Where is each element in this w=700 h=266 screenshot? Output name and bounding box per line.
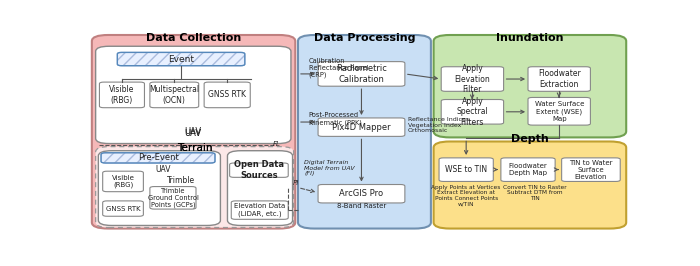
FancyBboxPatch shape <box>228 151 293 226</box>
Text: Trimble: Trimble <box>167 176 195 185</box>
Text: Digital Terrain
Model from UAV
(FI): Digital Terrain Model from UAV (FI) <box>304 160 355 176</box>
Text: Multispectral
(OCN): Multispectral (OCN) <box>149 85 199 105</box>
FancyBboxPatch shape <box>204 82 251 108</box>
Text: ArcGIS Pro: ArcGIS Pro <box>340 189 384 198</box>
FancyBboxPatch shape <box>96 147 294 227</box>
FancyBboxPatch shape <box>99 82 144 108</box>
FancyBboxPatch shape <box>92 35 295 228</box>
Text: UAV: UAV <box>185 127 202 136</box>
Text: Event: Event <box>168 55 194 64</box>
Text: Floodwater
Depth Map: Floodwater Depth Map <box>509 163 547 176</box>
FancyBboxPatch shape <box>298 35 431 228</box>
Text: Calibration
Reflectance Panel
(CRP): Calibration Reflectance Panel (CRP) <box>309 57 368 78</box>
FancyBboxPatch shape <box>103 171 144 192</box>
FancyBboxPatch shape <box>150 82 199 108</box>
Text: Data Collection: Data Collection <box>146 34 241 43</box>
Text: Apply
Spectral
Filters: Apply Spectral Filters <box>456 97 489 127</box>
FancyBboxPatch shape <box>96 46 291 144</box>
Text: Inundation: Inundation <box>496 34 564 43</box>
FancyBboxPatch shape <box>103 201 144 216</box>
FancyBboxPatch shape <box>230 163 288 177</box>
FancyBboxPatch shape <box>501 158 555 181</box>
FancyBboxPatch shape <box>98 151 220 226</box>
Text: Radiometric
Calibration: Radiometric Calibration <box>336 64 387 84</box>
Text: TIN to Water
Surface
Elevation: TIN to Water Surface Elevation <box>569 160 612 180</box>
FancyBboxPatch shape <box>433 35 626 138</box>
Text: PI: PI <box>293 181 299 186</box>
FancyBboxPatch shape <box>150 186 196 209</box>
FancyBboxPatch shape <box>528 67 590 91</box>
FancyBboxPatch shape <box>528 97 590 125</box>
Text: Apply
Elevation
Filter: Apply Elevation Filter <box>454 64 490 94</box>
FancyBboxPatch shape <box>231 201 288 219</box>
FancyBboxPatch shape <box>101 153 215 163</box>
Text: Post-Processed
Kinematic (PPK): Post-Processed Kinematic (PPK) <box>309 112 362 126</box>
Text: Pix4D Mapper: Pix4D Mapper <box>332 123 391 132</box>
Text: Water Surface
Extent (WSE)
Map: Water Surface Extent (WSE) Map <box>535 101 584 122</box>
FancyBboxPatch shape <box>561 158 620 181</box>
FancyBboxPatch shape <box>318 118 405 136</box>
Text: 8-Band Raster: 8-Band Raster <box>337 203 386 209</box>
Text: Floodwater
Extraction: Floodwater Extraction <box>538 69 580 89</box>
Text: Reflectance Indices
Vegetation Index
Orthomosaic: Reflectance Indices Vegetation Index Ort… <box>407 117 469 134</box>
Text: GNSS RTK: GNSS RTK <box>208 90 246 99</box>
FancyBboxPatch shape <box>318 185 405 203</box>
FancyBboxPatch shape <box>439 158 493 181</box>
Text: Data Processing: Data Processing <box>314 34 416 43</box>
Text: Visible
(RBG): Visible (RBG) <box>109 85 134 105</box>
Text: Convert TIN to Raster
Subtract DTM from
TIN: Convert TIN to Raster Subtract DTM from … <box>503 185 567 201</box>
Text: Apply Points at Vertices
Extract Elevation at
Points Connect Points
w/TIN: Apply Points at Vertices Extract Elevati… <box>431 185 501 207</box>
Text: Depth: Depth <box>511 134 549 144</box>
FancyBboxPatch shape <box>318 62 405 86</box>
Text: WSE to TIN: WSE to TIN <box>445 165 487 174</box>
Text: GNSS RTK: GNSS RTK <box>106 206 140 211</box>
Text: UAV: UAV <box>185 129 202 138</box>
FancyBboxPatch shape <box>441 99 503 124</box>
FancyBboxPatch shape <box>433 142 626 228</box>
Text: Visible
(RBG): Visible (RBG) <box>111 175 134 188</box>
Text: Terrain: Terrain <box>176 143 212 153</box>
FancyBboxPatch shape <box>441 67 503 91</box>
Text: UAV: UAV <box>155 165 172 174</box>
Text: Pre-Event: Pre-Event <box>138 153 178 162</box>
Text: FL: FL <box>272 140 280 147</box>
FancyBboxPatch shape <box>118 52 245 66</box>
Text: Open Data
Sources: Open Data Sources <box>234 160 284 180</box>
Text: Trimble
Ground Control
Points (GCPs): Trimble Ground Control Points (GCPs) <box>148 188 198 208</box>
Text: Terrain: Terrain <box>176 143 212 153</box>
Text: Elevation Data
(LiDAR, etc.): Elevation Data (LiDAR, etc.) <box>234 203 286 217</box>
